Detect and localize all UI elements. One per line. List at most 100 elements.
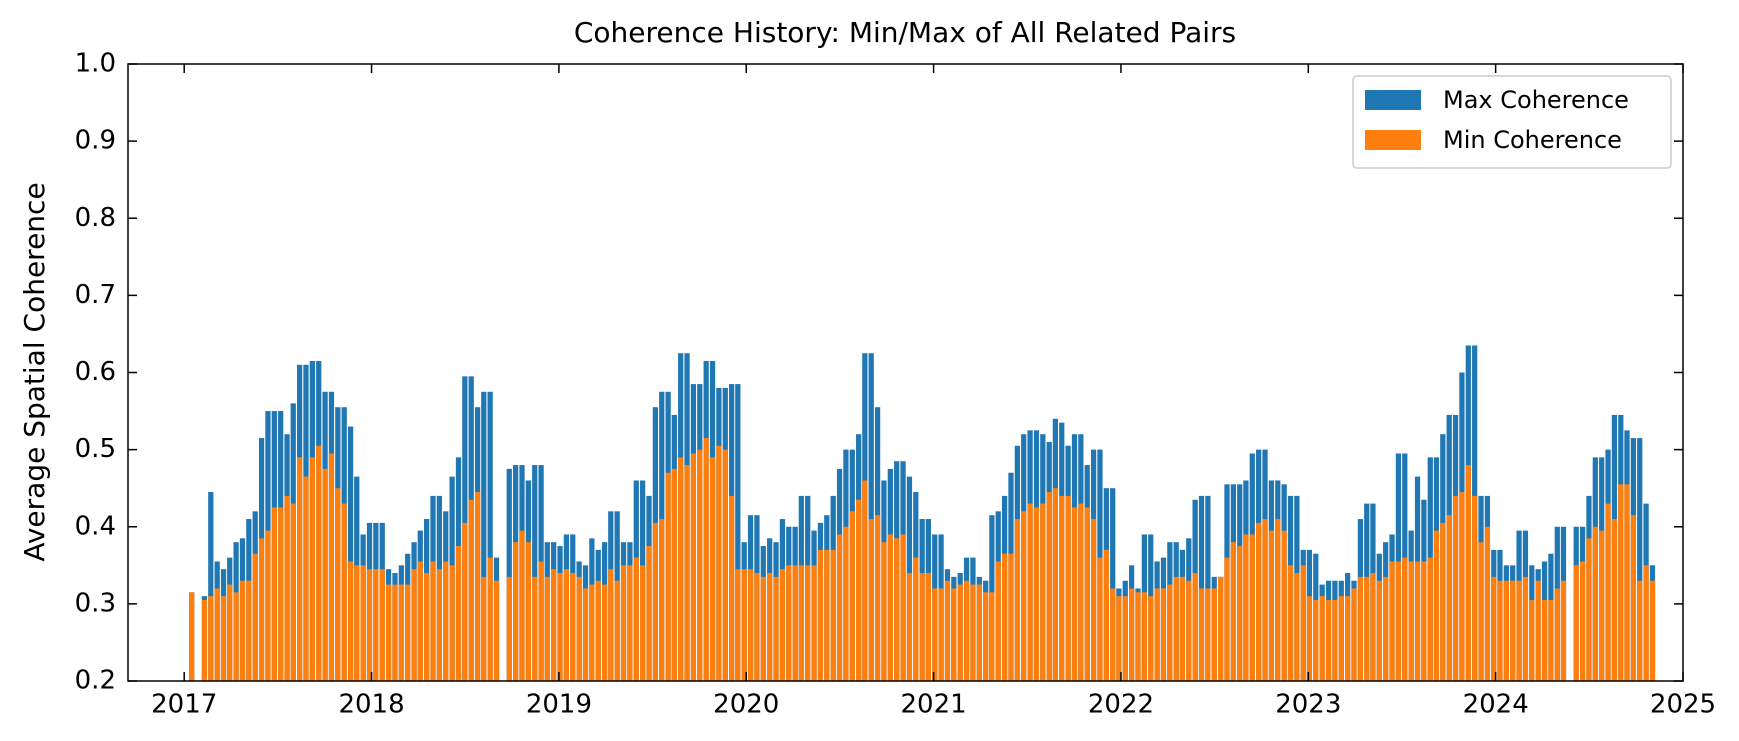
bar xyxy=(830,549,836,681)
bar xyxy=(513,542,519,681)
bar xyxy=(303,476,309,681)
bar xyxy=(957,584,963,681)
bar xyxy=(1154,588,1160,681)
bar xyxy=(989,592,995,681)
bar xyxy=(894,538,900,681)
x-tick-label: 2018 xyxy=(338,690,404,720)
bar xyxy=(1237,546,1243,681)
bar xyxy=(1529,600,1535,681)
bar xyxy=(1268,530,1275,681)
bar xyxy=(913,557,919,681)
bar xyxy=(265,530,271,681)
bar xyxy=(843,526,849,681)
bar xyxy=(1630,515,1636,681)
bar xyxy=(506,468,512,681)
bar xyxy=(1287,565,1294,681)
bar xyxy=(1472,495,1478,681)
bar xyxy=(582,588,589,681)
bar xyxy=(760,576,766,681)
bar xyxy=(220,596,227,681)
legend: Max Coherence Min Coherence xyxy=(1352,75,1672,169)
bar xyxy=(1332,600,1338,681)
bar xyxy=(385,584,392,681)
bar xyxy=(633,557,639,681)
bar xyxy=(1249,534,1255,681)
bar xyxy=(341,503,347,681)
x-tick-label: 2024 xyxy=(1463,690,1529,720)
bar xyxy=(697,449,703,681)
bar xyxy=(798,565,804,681)
bar xyxy=(729,495,735,681)
bar xyxy=(963,580,970,681)
bar xyxy=(1541,600,1548,681)
bar xyxy=(398,584,404,681)
bar xyxy=(570,573,576,681)
bar xyxy=(1535,580,1541,681)
bar xyxy=(1122,596,1128,681)
bar xyxy=(1497,580,1503,681)
y-tick-label: 0.5 xyxy=(75,434,116,464)
bar xyxy=(1116,596,1122,681)
bar xyxy=(678,457,684,681)
bar xyxy=(849,511,855,681)
bar xyxy=(1649,580,1656,681)
bar xyxy=(347,426,354,681)
bar xyxy=(824,549,830,681)
bar xyxy=(379,569,385,681)
bar xyxy=(773,576,779,681)
bar xyxy=(1198,588,1205,681)
bar xyxy=(296,457,303,681)
bar xyxy=(1033,507,1040,681)
bar xyxy=(1408,561,1414,681)
bar xyxy=(290,503,296,681)
bar xyxy=(722,449,728,681)
bar xyxy=(1160,588,1167,681)
bar xyxy=(1573,565,1579,681)
bar xyxy=(919,573,925,681)
bar xyxy=(1256,522,1262,681)
y-tick-label: 0.3 xyxy=(75,588,116,618)
bar xyxy=(1637,580,1643,681)
bar xyxy=(1211,588,1217,681)
bar xyxy=(887,534,893,681)
bar xyxy=(487,391,493,681)
bar xyxy=(551,569,557,681)
bar xyxy=(811,565,817,681)
bar xyxy=(309,457,315,681)
bar xyxy=(417,561,423,681)
bar xyxy=(1027,503,1033,681)
bar xyxy=(214,588,220,681)
bar xyxy=(1148,596,1154,681)
bar xyxy=(1014,519,1020,681)
bar xyxy=(1186,580,1192,681)
bar xyxy=(1008,553,1014,681)
bar xyxy=(874,515,881,681)
bar xyxy=(201,600,208,681)
bar xyxy=(468,499,474,681)
bar xyxy=(487,557,493,681)
bar xyxy=(665,472,671,681)
bar xyxy=(1370,573,1376,681)
bar xyxy=(1548,600,1554,681)
bar xyxy=(392,584,398,681)
bar xyxy=(532,465,538,681)
bar xyxy=(1414,561,1421,681)
bar xyxy=(1084,507,1090,681)
bar xyxy=(608,569,614,681)
bar xyxy=(1605,503,1611,681)
bar xyxy=(233,592,239,681)
bar xyxy=(1510,580,1516,681)
bar xyxy=(1040,503,1046,681)
bar xyxy=(906,573,913,681)
bar xyxy=(995,561,1001,681)
bar xyxy=(1001,553,1008,681)
bar xyxy=(951,588,957,681)
bar xyxy=(836,534,843,681)
bar xyxy=(741,569,747,681)
bar xyxy=(595,580,601,681)
bar xyxy=(1452,495,1459,681)
bar xyxy=(1224,557,1230,681)
y-axis-label: Average Spatial Coherence xyxy=(18,182,51,561)
bar xyxy=(1071,507,1078,681)
